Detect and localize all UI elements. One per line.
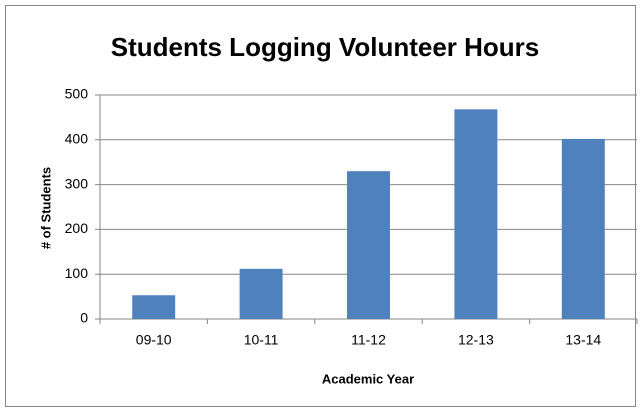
y-axis-title: # of Students xyxy=(38,167,53,249)
bar xyxy=(239,268,283,319)
chart-border xyxy=(5,5,636,407)
x-tick-label: 12-13 xyxy=(458,332,494,348)
x-axis-title: Academic Year xyxy=(322,371,414,386)
x-tick-label: 09-10 xyxy=(136,332,172,348)
y-tick-label: 400 xyxy=(65,131,89,147)
bar xyxy=(561,138,605,319)
chart-title: Students Logging Volunteer Hours xyxy=(111,32,540,62)
y-tick-label: 100 xyxy=(65,265,89,281)
y-tick-label: 500 xyxy=(65,86,89,102)
bar xyxy=(454,109,498,319)
y-tick-label: 300 xyxy=(65,175,89,191)
y-tick-label: 0 xyxy=(80,310,88,326)
bar xyxy=(347,171,390,319)
bar xyxy=(132,295,176,319)
x-tick-label: 11-12 xyxy=(351,332,386,348)
y-tick-label: 200 xyxy=(65,220,89,236)
x-tick-label: 10-11 xyxy=(244,332,279,348)
x-tick-label: 13-14 xyxy=(565,332,601,348)
